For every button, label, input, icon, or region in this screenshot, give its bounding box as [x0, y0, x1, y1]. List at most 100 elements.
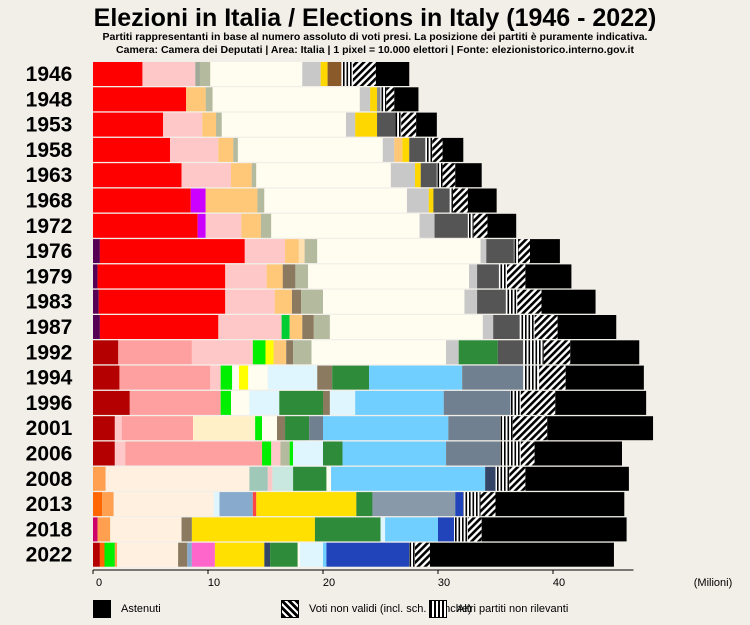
x-tick-label-0: 0	[96, 577, 102, 589]
bar-segment-1996-party-3	[231, 391, 249, 415]
bar-segment-1996-party-4	[249, 391, 279, 415]
bar-segment-2022-party-14	[326, 543, 409, 567]
bar-segment-2013-party-2	[114, 492, 214, 516]
bar-segment-1968-party-2	[206, 189, 258, 213]
bar-segment-1987-party-4	[290, 315, 303, 339]
bar-segment-1992-party-4	[266, 340, 274, 364]
bar-segment-1976-party-4	[299, 239, 305, 263]
bar-segment-1946-party-6	[321, 62, 328, 86]
bar-segment-1992-party-5	[274, 340, 287, 364]
bar-segment-1987-party-0	[93, 315, 100, 339]
bar-segment-1996-party-9	[444, 391, 511, 415]
bar-segment-1983-altri-9	[506, 290, 517, 314]
bar-segment-1968-party-0	[93, 189, 191, 213]
x-tick-label-20: 20	[323, 577, 335, 589]
bar-segment-2022-party-0	[93, 543, 100, 567]
bar-segment-2022-astenuti-17	[430, 543, 614, 567]
bar-segment-2013-party-8	[372, 492, 455, 516]
bar-segment-1994-party-4	[232, 366, 239, 390]
bar-segment-1987-party-8	[483, 315, 493, 339]
year-label-1958: 1958	[26, 139, 73, 162]
bar-segment-1983-party-3	[275, 290, 292, 314]
bar-segment-2001-party-5	[262, 416, 277, 440]
bar-segment-1948-party-6	[377, 87, 380, 111]
legend-swatch-astenuti	[93, 600, 111, 618]
bar-segment-2001-altri-11	[500, 416, 513, 440]
bar-segment-1983-party-0	[93, 290, 99, 314]
bar-segment-2013-party-9	[455, 492, 463, 516]
bar-segment-1996-party-0	[93, 391, 130, 415]
bar-segment-2022-party-12	[300, 543, 323, 567]
bar-segment-2018-party-1	[98, 517, 111, 541]
year-label-1979: 1979	[26, 265, 73, 288]
bar-segment-1979-party-1	[98, 264, 226, 288]
bar-segment-1972-party-4	[261, 214, 271, 238]
bar-segment-2001-astenuti-13	[547, 416, 653, 440]
bar-segment-1976-party-1	[100, 239, 245, 263]
bar-segment-1953-party-0	[93, 113, 163, 137]
legend-label-altri: Altri partiti non rilevanti	[457, 603, 568, 615]
bar-segment-2006-party-10	[446, 442, 500, 466]
bar-segment-1948-party-0	[93, 87, 186, 111]
bar-segment-1992-party-9	[446, 340, 459, 364]
bar-segment-2006-party-2	[125, 442, 262, 466]
bar-segment-1968-party-4	[264, 189, 407, 213]
bar-segment-1946-party-5	[302, 62, 320, 86]
x-tick-label-10: 10	[208, 577, 220, 589]
bar-segment-2018-astenuti-11	[482, 517, 627, 541]
year-label-2022: 2022	[26, 544, 73, 567]
bar-segment-1976-party-8	[486, 239, 514, 263]
bar-segment-2022-party-2	[105, 543, 115, 567]
bars-group	[93, 62, 653, 567]
bar-segment-1992-party-8	[312, 340, 447, 364]
bar-segment-2008-non-validi-10	[509, 467, 525, 491]
bar-segment-2006-party-7	[293, 442, 323, 466]
bar-segment-1972-altri-8	[468, 214, 474, 238]
bar-segment-1968-party-5	[407, 189, 429, 213]
bar-segment-1963-party-3	[252, 163, 257, 187]
bar-segment-1992-party-1	[118, 340, 192, 364]
bar-segment-2022-party-1	[100, 543, 105, 567]
bar-segment-1996-non-validi-11	[521, 391, 556, 415]
bar-segment-1963-party-5	[391, 163, 415, 187]
bar-segment-1987-party-9	[493, 315, 519, 339]
bar-segment-1976-non-validi-10	[519, 239, 531, 263]
bar-segment-2013-altri-10	[463, 492, 480, 516]
bar-segment-1992-party-11	[498, 340, 523, 364]
bar-segment-1996-party-2	[221, 391, 231, 415]
bar-segment-1963-party-7	[421, 163, 437, 187]
bar-segment-1953-party-7	[377, 113, 395, 137]
bar-segment-1948-party-1	[186, 87, 206, 111]
bar-segment-2001-party-2	[122, 416, 193, 440]
x-tick-label-40: 40	[553, 577, 565, 589]
bar-segment-1987-party-7	[330, 315, 483, 339]
bar-segment-1953-party-4	[222, 113, 346, 137]
bar-segment-2022-party-4	[117, 543, 178, 567]
bar-segment-1987-party-5	[302, 315, 314, 339]
bar-segment-1948-party-2	[206, 87, 213, 111]
legend-item-altri: Altri partiti non rilevanti	[429, 598, 568, 620]
bar-segment-1979-party-2	[225, 264, 266, 288]
bar-segment-2006-party-9	[343, 442, 447, 466]
bar-segment-1979-party-6	[308, 264, 469, 288]
bar-segment-2006-party-8	[323, 442, 343, 466]
bar-segment-2006-altri-11	[500, 442, 521, 466]
bar-segment-2008-party-4	[272, 467, 293, 491]
bar-segment-1972-party-6	[420, 214, 435, 238]
bar-segment-1994-party-1	[119, 366, 210, 390]
bar-segment-1963-non-validi-9	[443, 163, 456, 187]
bar-segment-2001-party-10	[448, 416, 500, 440]
bar-segment-1968-altri-8	[450, 189, 453, 213]
bar-segment-1996-party-5	[279, 391, 323, 415]
bar-segment-1979-party-8	[477, 264, 498, 288]
bar-segment-1994-party-5	[239, 366, 248, 390]
bar-segment-2022-party-13	[323, 543, 326, 567]
bar-segment-1976-party-2	[245, 239, 285, 263]
bar-segment-1953-non-validi-9	[401, 113, 416, 137]
bar-segment-2006-party-0	[93, 442, 115, 466]
bar-segment-1992-party-7	[293, 340, 311, 364]
bar-segment-1994-non-validi-13	[539, 366, 565, 390]
bar-segment-1994-party-3	[221, 366, 233, 390]
bar-segment-1996-party-7	[330, 391, 355, 415]
